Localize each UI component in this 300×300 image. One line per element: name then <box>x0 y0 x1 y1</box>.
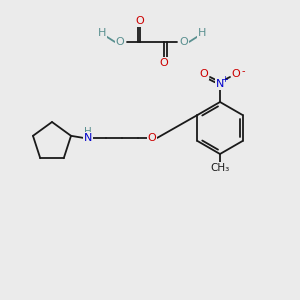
Text: H: H <box>98 28 106 38</box>
Text: -: - <box>241 66 245 76</box>
Text: +: + <box>222 76 228 85</box>
Text: O: O <box>232 69 240 79</box>
Text: O: O <box>148 133 156 143</box>
Text: O: O <box>200 69 208 79</box>
Text: N: N <box>84 133 92 143</box>
Text: O: O <box>160 58 168 68</box>
Text: O: O <box>180 37 188 47</box>
Text: N: N <box>216 79 224 89</box>
Text: O: O <box>116 37 124 47</box>
Text: O: O <box>136 16 144 26</box>
Text: H: H <box>198 28 206 38</box>
Text: CH₃: CH₃ <box>210 163 230 173</box>
Text: H: H <box>84 127 92 137</box>
